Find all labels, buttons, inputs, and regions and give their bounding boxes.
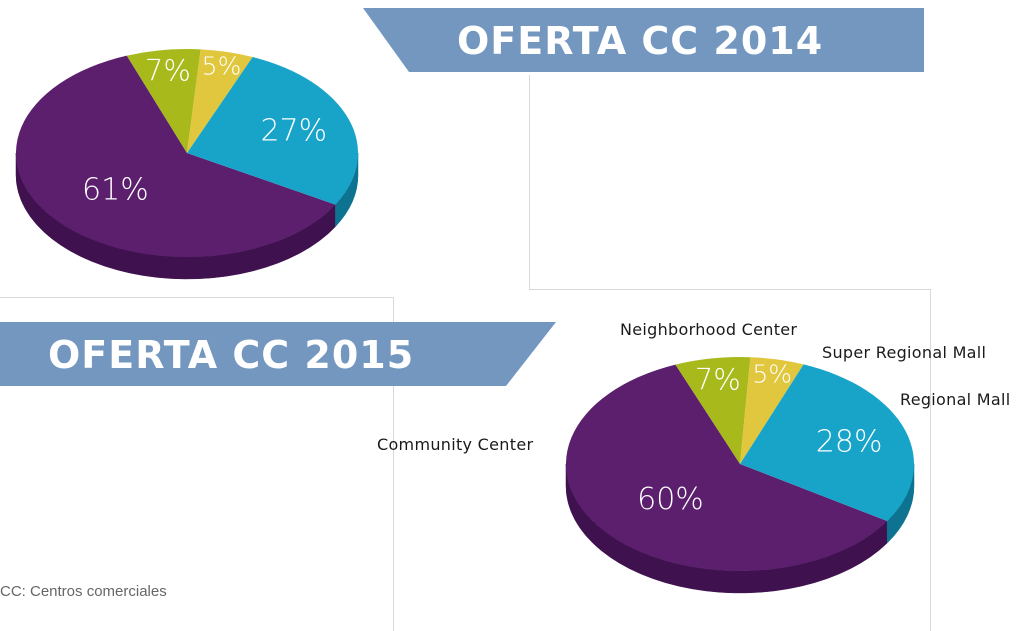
undefined-slice-community-center [566, 364, 888, 572]
undefined-slice-super-regional-mall [740, 357, 804, 464]
chart-title-2014: OFERTA CC 2014 [457, 19, 824, 63]
banner-2015: OFERTA CC 2015 [0, 322, 556, 386]
undefined-slice-super-regional-mall [187, 49, 253, 153]
undefined-value-regional-mall: 28% [816, 424, 883, 459]
chart-title-2015: OFERTA CC 2015 [48, 333, 415, 377]
undefined-slice-regional-mall [187, 56, 358, 205]
divider-vertical-right [930, 289, 931, 631]
undefined-value-neighborhood-center: 7% [695, 362, 741, 396]
undefined-value-neighborhood-center: 7% [145, 54, 191, 88]
label-neighborhood-center: Neighborhood Center [620, 320, 798, 339]
undefined-value-community-center: 60% [637, 482, 704, 517]
undefined-value-super-regional-mall: 5% [202, 52, 242, 81]
undefined-slice-neighborhood-center [126, 49, 201, 154]
undefined-value-regional-mall: 27% [260, 113, 327, 148]
banner-2014-shape [363, 8, 924, 72]
pie-chart-2014: 61% 7% 5% 27% [15, 49, 359, 280]
undefined-slice-regional-mall [740, 364, 914, 522]
label-super-regional-mall: Super Regional Mall [822, 343, 987, 362]
banner-2014: OFERTA CC 2014 [363, 8, 924, 72]
undefined-value-super-regional-mall: 5% [752, 360, 792, 389]
banner-2015-shape [0, 322, 556, 386]
pie-chart-2015: 60% 7% 5% 28% [565, 357, 915, 594]
divider-vertical-left [393, 297, 394, 631]
undefined-slice-neighborhood-center [675, 357, 751, 464]
undefined-value-community-center: 61% [82, 173, 149, 208]
label-regional-mall: Regional Mall [900, 390, 1011, 409]
divider-horizontal-left [0, 297, 393, 298]
label-community-center: Community Center [377, 435, 534, 454]
footnote: CC: Centros comerciales [0, 583, 167, 600]
undefined-side-community-center [15, 152, 336, 280]
divider-horizontal-top [529, 289, 931, 290]
undefined-slice-community-center [15, 55, 336, 258]
divider-vertical-top [529, 75, 530, 289]
